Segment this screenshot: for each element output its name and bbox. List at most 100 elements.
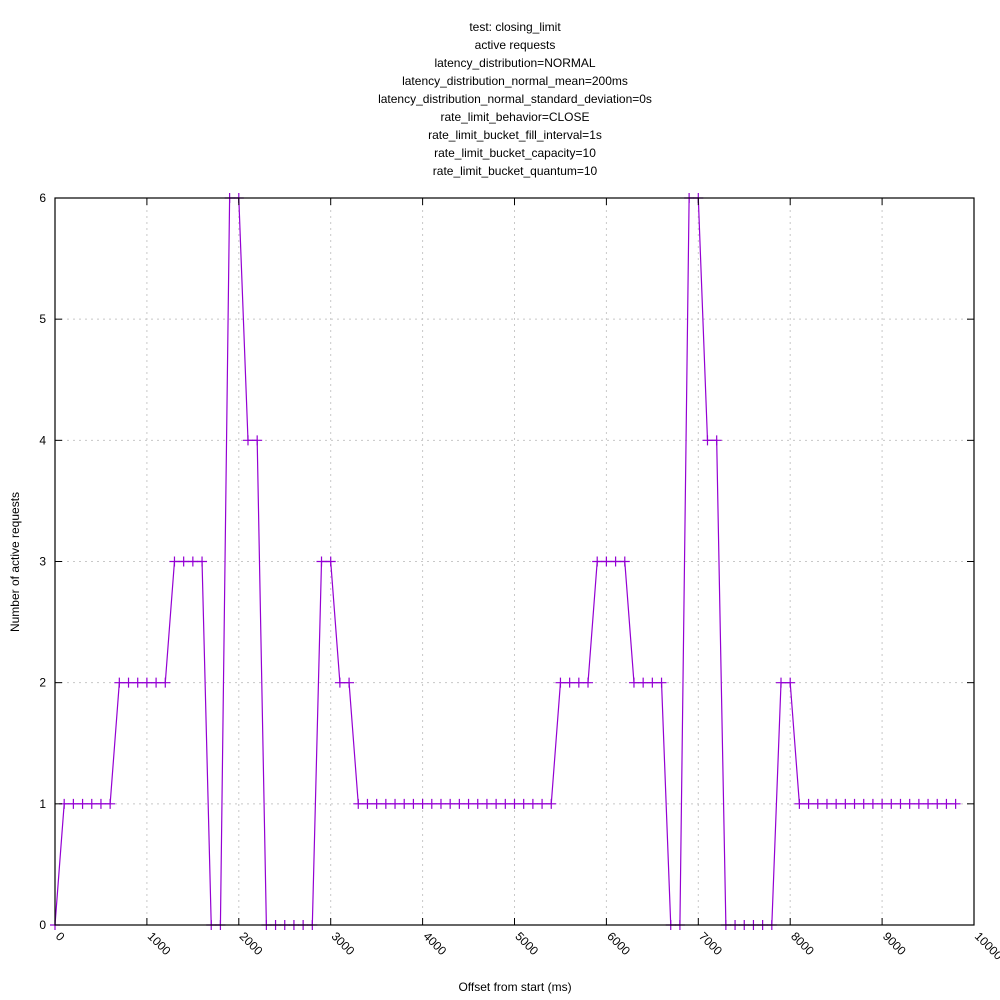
data-point bbox=[867, 798, 878, 809]
title-line: rate_limit_bucket_fill_interval=1s bbox=[428, 128, 602, 142]
data-point bbox=[518, 798, 529, 809]
data-point bbox=[408, 798, 419, 809]
data-point bbox=[68, 798, 79, 809]
data-point bbox=[932, 798, 943, 809]
data-point bbox=[445, 798, 456, 809]
data-point bbox=[628, 677, 639, 688]
x-tick-label: 0 bbox=[53, 929, 68, 944]
data-point bbox=[702, 435, 713, 446]
x-tick-label: 3000 bbox=[329, 929, 358, 958]
data-point bbox=[169, 556, 180, 567]
data-point bbox=[481, 798, 492, 809]
data-point bbox=[123, 677, 134, 688]
data-point bbox=[785, 677, 796, 688]
data-point bbox=[821, 798, 832, 809]
title-line: rate_limit_behavior=CLOSE bbox=[440, 110, 589, 124]
data-point bbox=[491, 798, 502, 809]
axis-ticks bbox=[54, 197, 975, 926]
data-point bbox=[527, 798, 538, 809]
data-point bbox=[886, 798, 897, 809]
data-point bbox=[132, 677, 143, 688]
data-point bbox=[913, 798, 924, 809]
data-point bbox=[435, 798, 446, 809]
data-point bbox=[187, 556, 198, 567]
y-axis-label: Number of active requests bbox=[8, 492, 22, 632]
x-tick-labels: 0 1000 2000 3000 4000 5000 6000 7000 8000 9000 100… bbox=[53, 929, 1000, 963]
data-point bbox=[564, 677, 575, 688]
data-point bbox=[399, 798, 410, 809]
data-point bbox=[610, 556, 621, 567]
data-point bbox=[197, 556, 208, 567]
data-point bbox=[371, 798, 382, 809]
data-point bbox=[555, 677, 566, 688]
data-point bbox=[362, 798, 373, 809]
data-point bbox=[877, 798, 888, 809]
data-point bbox=[178, 556, 189, 567]
x-tick-label: 1000 bbox=[145, 929, 174, 958]
title-line: test: closing_limit bbox=[469, 20, 561, 34]
data-point bbox=[840, 798, 851, 809]
title-line: rate_limit_bucket_quantum=10 bbox=[433, 164, 598, 178]
title-line: latency_distribution_normal_mean=200ms bbox=[402, 74, 628, 88]
data-point bbox=[794, 798, 805, 809]
y-tick-labels: 0 1 2 3 4 5 6 bbox=[39, 191, 46, 932]
data-point bbox=[151, 677, 162, 688]
data-point bbox=[904, 798, 915, 809]
data-point bbox=[160, 677, 171, 688]
data-point bbox=[380, 798, 391, 809]
data-point bbox=[950, 798, 961, 809]
data-point bbox=[316, 556, 327, 567]
y-tick-label: 4 bbox=[39, 433, 46, 447]
x-axis-label: Offset from start (ms) bbox=[458, 980, 571, 994]
data-point bbox=[463, 798, 474, 809]
x-tick-label: 9000 bbox=[880, 929, 909, 958]
data-point bbox=[849, 798, 860, 809]
x-tick-label: 10000 bbox=[972, 929, 1000, 963]
x-tick-label: 4000 bbox=[420, 929, 449, 958]
y-tick-label: 3 bbox=[39, 555, 46, 569]
title-line: active requests bbox=[475, 38, 556, 52]
data-point bbox=[647, 677, 658, 688]
data-point bbox=[426, 798, 437, 809]
data-point bbox=[454, 798, 465, 809]
x-tick-label: 6000 bbox=[604, 929, 633, 958]
data-point bbox=[77, 798, 88, 809]
data-point bbox=[105, 798, 116, 809]
grid bbox=[55, 198, 974, 925]
data-point bbox=[390, 798, 401, 809]
data-point bbox=[537, 798, 548, 809]
data-point bbox=[941, 798, 952, 809]
x-tick-label: 7000 bbox=[696, 929, 725, 958]
data-point bbox=[776, 677, 787, 688]
data-point bbox=[638, 677, 649, 688]
data-point bbox=[923, 798, 934, 809]
x-tick-label: 2000 bbox=[237, 929, 266, 958]
data-point bbox=[334, 677, 345, 688]
y-tick-label: 0 bbox=[39, 918, 46, 932]
data-point bbox=[509, 798, 520, 809]
y-tick-label: 6 bbox=[39, 191, 46, 205]
y-tick-label: 5 bbox=[39, 312, 46, 326]
x-tick-label: 5000 bbox=[512, 929, 541, 958]
data-point bbox=[601, 556, 612, 567]
x-tick-label: 8000 bbox=[788, 929, 817, 958]
data-point bbox=[344, 677, 355, 688]
data-point bbox=[619, 556, 630, 567]
title-line: latency_distribution_normal_standard_dev… bbox=[378, 92, 652, 106]
data-point bbox=[803, 798, 814, 809]
data-point bbox=[141, 677, 152, 688]
data-point bbox=[656, 677, 667, 688]
data-point bbox=[252, 435, 263, 446]
data-point bbox=[86, 798, 97, 809]
data-point bbox=[592, 556, 603, 567]
data-point bbox=[500, 798, 511, 809]
y-tick-label: 2 bbox=[39, 676, 46, 690]
data-point bbox=[546, 798, 557, 809]
data-point bbox=[858, 798, 869, 809]
title-line: latency_distribution=NORMAL bbox=[434, 56, 595, 70]
data-point bbox=[831, 798, 842, 809]
data-point bbox=[711, 435, 722, 446]
y-tick-label: 1 bbox=[39, 797, 46, 811]
